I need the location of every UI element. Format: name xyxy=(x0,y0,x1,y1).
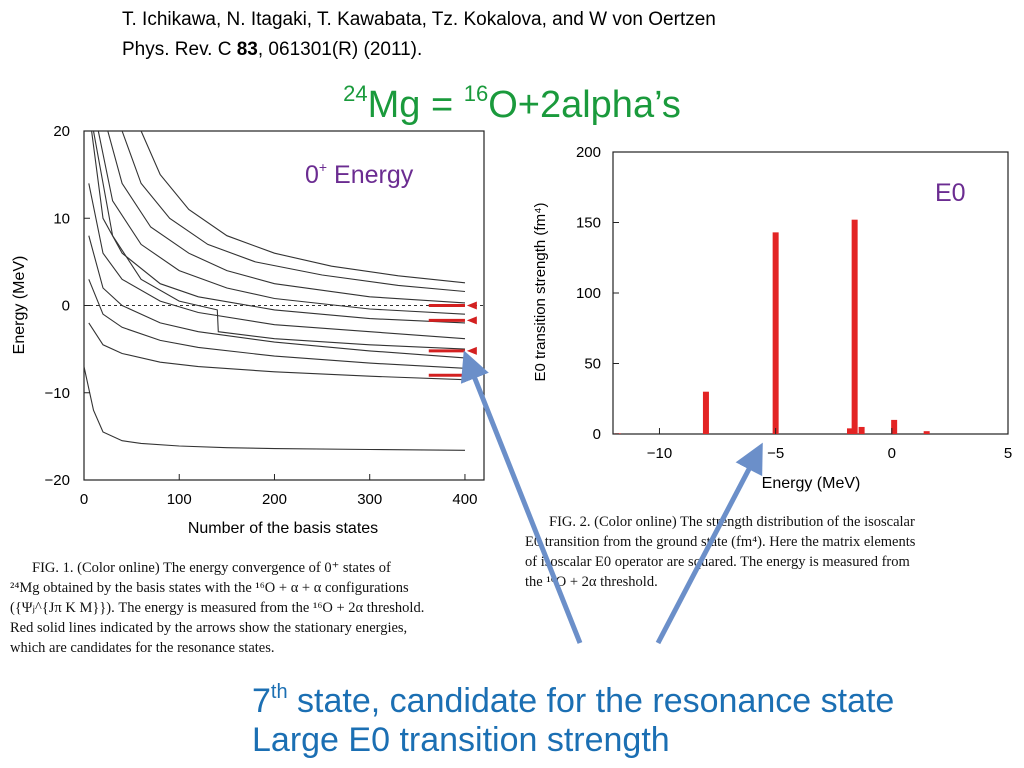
fig1-ytick-label: −10 xyxy=(45,385,70,402)
fig1-series-line xyxy=(97,130,466,315)
fig2-bar xyxy=(851,219,858,434)
fig2-bar xyxy=(702,391,709,434)
fig2-xtick-label: −5 xyxy=(767,445,784,462)
fig2-bar xyxy=(891,419,898,434)
journal-prefix: Phys. Rev. C xyxy=(122,39,237,60)
fig1-caption-line: ({Ψⱼ^{Jπ K M}}). The energy is measured … xyxy=(10,600,425,616)
fig2-bar xyxy=(847,428,853,434)
fig1-resonance-arrow xyxy=(466,346,477,355)
fig1-xtick-label: 100 xyxy=(167,491,192,508)
fig2-xlabel: Energy (MeV) xyxy=(762,475,861,492)
slide-title: 24Mg = 16O+2alpha’s xyxy=(0,72,1024,127)
fig1-ylabel: Energy (MeV) xyxy=(11,256,28,355)
fig1-xtick-label: 200 xyxy=(262,491,287,508)
fig1-resonance-arrow xyxy=(466,371,477,380)
fig1-panel-label-rest: Energy xyxy=(327,161,414,189)
fig1-resonance-arrow xyxy=(466,301,477,310)
title-part-mg: Mg = xyxy=(367,84,464,126)
fig1-panel-label-base: 0 xyxy=(305,161,319,189)
fig1-series-line xyxy=(88,183,466,340)
fig1-caption-line: which are candidates for the resonance s… xyxy=(10,640,275,656)
title-sup-16: 16 xyxy=(463,81,489,106)
journal-volume: 83 xyxy=(236,39,258,60)
fig2-ytick-label: 50 xyxy=(584,356,601,373)
fig1-xtick-label: 400 xyxy=(452,491,477,508)
fig2-caption-line: the ¹⁶O + 2α threshold. xyxy=(525,574,658,590)
fig2-xtick-label: 5 xyxy=(1004,445,1012,462)
fig1-series-line xyxy=(88,322,466,381)
fig2-bar xyxy=(923,431,930,434)
fig1-series-line xyxy=(140,130,466,284)
fig2-ytick-label: 100 xyxy=(576,285,601,302)
annotation-rest: state, candidate for the resonance state xyxy=(287,682,895,720)
fig1-caption-line: ²⁴Mg obtained by the basis states with t… xyxy=(10,580,409,596)
fig1-panel-label-sup: + xyxy=(319,159,327,175)
fig1-panel-label: 0+ Energy xyxy=(305,159,414,189)
fig1-series-line xyxy=(88,235,466,359)
fig1-caption: FIG. 1. (Color online) The energy conver… xyxy=(10,558,488,658)
fig2-caption-line: E0 transition from the ground state (fm⁴… xyxy=(525,534,916,550)
annotation-line-2: Large E0 transition strength xyxy=(252,721,670,759)
fig1-series-line xyxy=(107,130,466,304)
fig1-caption-line: FIG. 1. (Color online) The energy conver… xyxy=(32,560,391,576)
fig1-series-line xyxy=(83,366,466,451)
annotation-sup: th xyxy=(270,681,288,703)
fig2-e0-chart: −10 −5 0 5 200 150 100 50 0 Energy (MeV) E0 tra… xyxy=(532,144,1012,492)
title-sup-24: 24 xyxy=(343,81,368,106)
fig2-caption-line: FIG. 2. (Color online) The strength dist… xyxy=(549,514,915,530)
reference-journal: Phys. Rev. C 83, 061301(R) (2011). xyxy=(122,38,422,62)
fig2-bar xyxy=(772,232,779,434)
fig1-ytick-label: −20 xyxy=(45,472,70,489)
fig1-xlabel: Number of the basis states xyxy=(188,520,378,537)
fig2-ylabel: E0 transition strength (fm⁴) xyxy=(532,202,549,381)
fig2-ytick-label: 0 xyxy=(593,426,601,443)
fig1-series-line xyxy=(91,130,466,324)
fig1-series-line xyxy=(88,279,466,369)
fig2-xtick-label: 0 xyxy=(888,445,896,462)
fig1-ytick-label: 0 xyxy=(62,298,70,315)
fig2-caption: FIG. 2. (Color online) The strength dist… xyxy=(525,512,1015,592)
fig1-series-line xyxy=(121,130,466,293)
fig2-caption-line: of isoscalar E0 operator are squared. Th… xyxy=(525,554,910,570)
fig1-ytick-label: 20 xyxy=(53,123,70,140)
fig1-resonance-arrow xyxy=(466,316,477,325)
journal-suffix: , 061301(R) (2011). xyxy=(257,39,423,60)
annotation-line-1: 7th state, candidate for the resonance s… xyxy=(252,670,894,723)
fig1-ytick-label: 10 xyxy=(53,210,70,227)
fig2-xtick-label: −10 xyxy=(647,445,672,462)
fig2-ytick-label: 150 xyxy=(576,215,601,232)
fig1-series-line xyxy=(92,130,466,350)
fig1-xtick-label: 0 xyxy=(80,491,88,508)
fig1-xtick-label: 300 xyxy=(357,491,382,508)
fig2-panel-label: E0 xyxy=(935,179,966,207)
fig2-ytick-label: 200 xyxy=(576,144,601,161)
title-part-o: O+2alpha’s xyxy=(488,84,681,126)
fig2-bar xyxy=(858,426,865,434)
annotation-num: 7 xyxy=(252,682,271,720)
fig1-caption-line: Red solid lines indicated by the arrows … xyxy=(10,620,408,636)
reference-authors: T. Ichikawa, N. Itagaki, T. Kawabata, Tz… xyxy=(122,9,716,30)
